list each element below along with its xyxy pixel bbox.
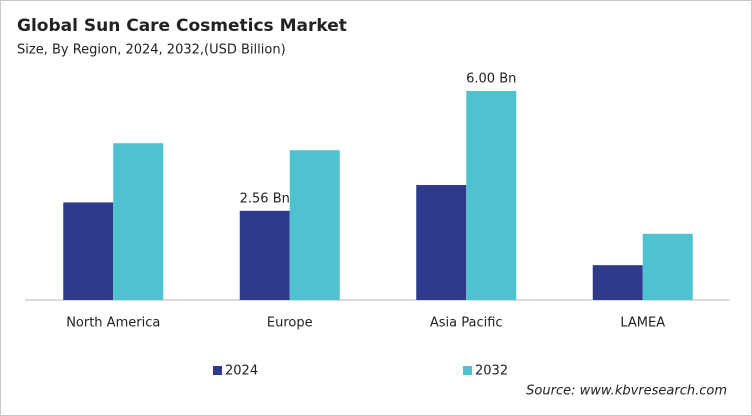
legend-label: 2024	[225, 364, 258, 379]
value-label: 2.56 Bn	[240, 191, 290, 206]
bar	[592, 265, 643, 300]
chart-title: Global Sun Care Cosmetics Market	[17, 16, 347, 36]
source: Source: www.kbvresearch.com	[526, 384, 727, 399]
x-tick-label: Europe	[267, 316, 313, 331]
bar	[239, 210, 290, 300]
legend-swatch	[213, 366, 222, 375]
legend-swatch	[463, 366, 472, 375]
bar	[63, 202, 114, 300]
x-tick-label: LAMEA	[620, 316, 665, 331]
value-label: 6.00 Bn	[466, 71, 516, 86]
bar	[416, 185, 467, 300]
x-tick-label: North America	[66, 316, 160, 331]
legend-label: 2032	[475, 364, 508, 379]
bar	[466, 90, 517, 300]
chart-subtitle: Size, By Region, 2024, 2032,(USD Billion…	[17, 43, 286, 58]
x-tick-label: Asia Pacific	[430, 316, 503, 331]
bar	[289, 150, 340, 300]
bar	[642, 233, 693, 300]
bar	[113, 143, 164, 300]
